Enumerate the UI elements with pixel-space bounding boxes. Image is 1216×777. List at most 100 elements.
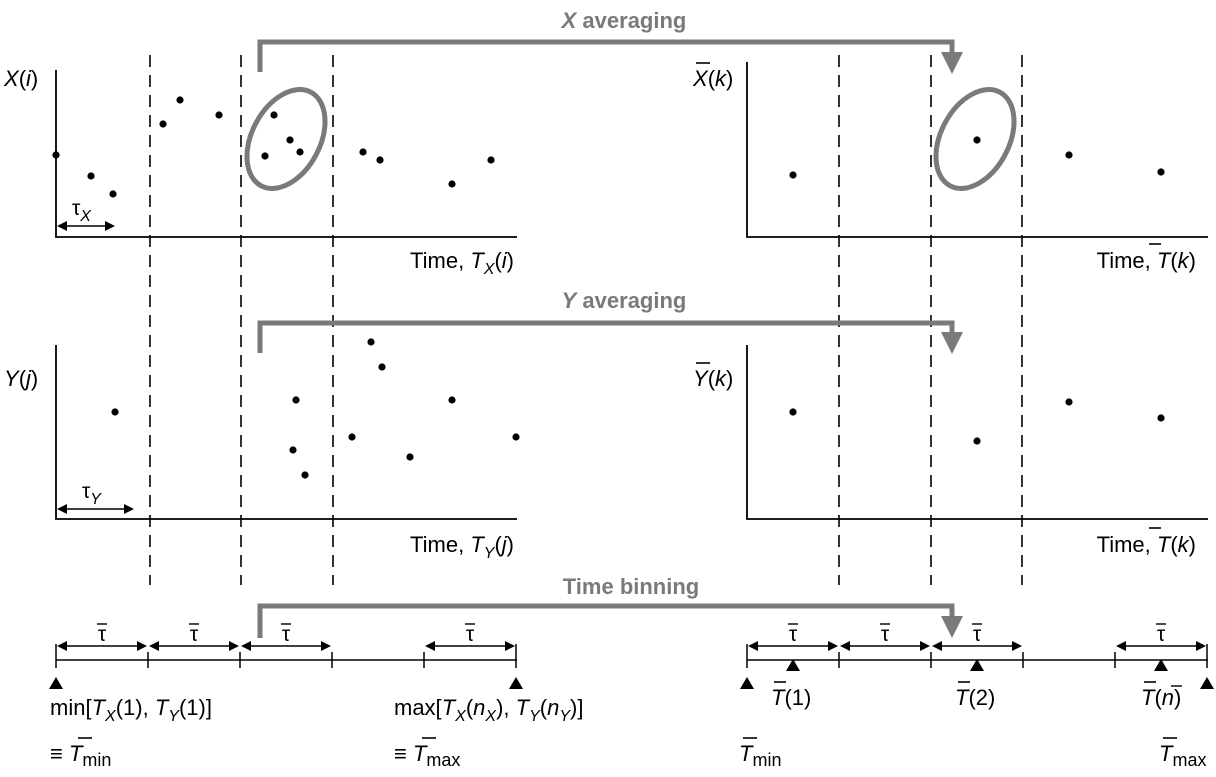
bin-center-marker: [970, 659, 984, 671]
data-point: [292, 396, 300, 404]
y-averaging-header: Y averaging: [562, 288, 687, 313]
tau-bar-label: τ: [98, 623, 107, 646]
data-point: [789, 408, 797, 416]
data-point: [289, 446, 297, 454]
tau-bar-label: τ: [1157, 623, 1166, 646]
data-point: [367, 338, 375, 346]
panel-y-avg: Y(k) Time, T(k): [693, 345, 1208, 557]
data-point: [1157, 168, 1165, 176]
t-max-label: Tmax: [1159, 741, 1206, 770]
data-point: [378, 363, 386, 371]
y-avg-axes: [746, 345, 1208, 520]
data-point: [359, 148, 367, 156]
data-point: [286, 136, 294, 144]
bin-boundaries-right: [838, 55, 1023, 585]
data-point: [270, 111, 278, 119]
t-min-label: Tmin: [739, 741, 781, 770]
min-marker: [740, 677, 754, 689]
bin-center-marker: [1154, 659, 1168, 671]
timeline-ticks: [746, 644, 1208, 668]
tau-bar-label: τ: [466, 623, 475, 646]
data-point: [448, 396, 456, 404]
min-marker: [49, 677, 63, 689]
data-point: [487, 156, 495, 164]
bin-boundaries-left: [149, 55, 334, 585]
bin-center-label: T(1): [771, 685, 811, 710]
x-bin-highlight-ellipse: [244, 87, 328, 191]
data-point: [406, 453, 414, 461]
tau-x-indicator: τX: [57, 197, 115, 231]
tau-y-indicator: τY: [57, 480, 134, 514]
tau-bar-label: τ: [190, 623, 199, 646]
data-point: [111, 408, 119, 416]
data-point: [109, 190, 117, 198]
bin-center-label: T(2): [955, 685, 995, 710]
x-avg-highlight-ellipse: [933, 87, 1017, 191]
data-point: [1065, 151, 1073, 159]
x-raw-ylabel: X(i): [3, 66, 38, 91]
bin-width-arrows: [57, 641, 515, 651]
x-averaging-header: X averaging: [560, 8, 687, 33]
bin-width-arrows: [748, 641, 1206, 651]
data-point: [376, 156, 384, 164]
data-point: [296, 148, 304, 156]
y-avg-ylabel: Y(k): [693, 366, 733, 391]
tau-bar-label: τ: [282, 623, 291, 646]
bin-width-labels: τ τ τ τ: [788, 623, 1166, 646]
y-avg-xlabel: Time, T(k): [1097, 532, 1196, 557]
min-label: min[TX(1), TY(1)]: [50, 695, 212, 725]
tau-bar-label: τ: [789, 623, 798, 646]
x-raw-xlabel: Time, TX(i): [410, 248, 514, 278]
data-point: [973, 437, 981, 445]
data-point: [176, 96, 184, 104]
bin-center-marker: [786, 659, 800, 671]
panel-y-raw: Y(j) Time, TY(j) τY: [4, 338, 520, 562]
data-point: [159, 120, 167, 128]
time-binning-arrow: [257, 603, 963, 638]
data-point: [1065, 398, 1073, 406]
x-averaging-arrow: [257, 39, 963, 74]
x-avg-xlabel: Time, T(k): [1097, 248, 1196, 273]
max-equiv-label: ≡ Tmax: [394, 741, 460, 770]
data-point: [261, 152, 269, 160]
data-point: [87, 172, 95, 180]
tau-y-label: τY: [82, 480, 102, 508]
y-avg-points: [789, 398, 1165, 445]
x-raw-axes: [55, 70, 517, 238]
y-raw-ylabel: Y(j): [4, 366, 38, 391]
data-point: [301, 471, 309, 479]
time-binning-header: Time binning: [563, 574, 699, 599]
min-equiv-label: ≡ Tmin: [50, 741, 111, 770]
y-raw-xlabel: Time, TY(j): [410, 532, 514, 562]
data-point: [448, 180, 456, 188]
data-point: [215, 111, 223, 119]
panel-x-avg: X(k) Time, T(k): [692, 62, 1208, 273]
bin-width-labels: τ τ τ τ: [97, 623, 475, 646]
x-avg-ylabel: X(k): [692, 66, 733, 91]
panel-x-raw: X(i) Time, TX(i) τX: [3, 66, 517, 278]
y-averaging-arrow: [257, 320, 963, 354]
data-point: [789, 171, 797, 179]
timeline-ticks: [55, 644, 517, 668]
y-raw-axes: [55, 345, 517, 520]
y-raw-points: [111, 338, 520, 479]
tau-bar-label: τ: [881, 623, 890, 646]
data-point: [1157, 414, 1165, 422]
data-point: [348, 433, 356, 441]
timeline-left: τ τ τ τ min[TX(1), TY(1)] ≡ Tmin max[TX(…: [49, 623, 583, 770]
max-marker: [509, 677, 523, 689]
max-label: max[TX(nX), TY(nY)]: [394, 695, 583, 725]
max-marker: [1200, 677, 1214, 689]
x-avg-axes: [746, 62, 1208, 238]
data-point: [512, 433, 520, 441]
x-raw-points: [52, 96, 495, 198]
tau-x-label: τX: [72, 197, 92, 225]
data-point: [52, 151, 60, 159]
data-point: [973, 136, 981, 144]
timeline-right: τ τ τ τ T(1) T(2) T(n) Tmin Tmax: [739, 623, 1214, 770]
bin-center-label: T(n): [1141, 685, 1181, 710]
x-avg-points: [789, 136, 1165, 179]
tau-bar-label: τ: [973, 623, 982, 646]
